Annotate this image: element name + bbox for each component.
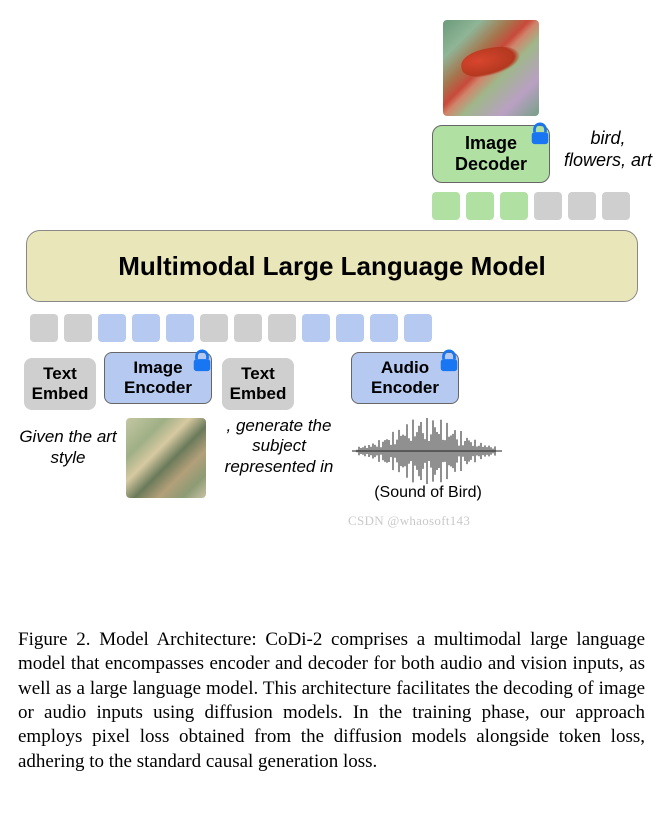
output-caption: bird, flowers, art xyxy=(558,128,658,171)
token xyxy=(268,314,296,342)
architecture-diagram: ImageDecoder bird, flowers, art Multimod… xyxy=(18,20,645,610)
llm-label: Multimodal Large Language Model xyxy=(118,251,546,282)
text-embed-box-2: TextEmbed xyxy=(222,358,294,410)
image-encoder-label: ImageEncoder xyxy=(124,358,192,397)
input-style-image xyxy=(126,418,206,498)
token xyxy=(302,314,330,342)
token xyxy=(30,314,58,342)
token xyxy=(336,314,364,342)
sound-label: (Sound of Bird) xyxy=(358,484,498,502)
prompt-text-2: , generate the subject represented in xyxy=(210,416,348,477)
watermark: CSDN @whaosoft143 xyxy=(348,513,470,529)
lock-icon xyxy=(438,349,460,373)
lock-icon xyxy=(191,349,213,373)
prompt-text-1: Given the art style xyxy=(16,426,120,469)
token xyxy=(234,314,262,342)
audio-waveform xyxy=(352,418,502,484)
image-decoder-label: ImageDecoder xyxy=(455,133,527,174)
token xyxy=(166,314,194,342)
image-encoder-box: ImageEncoder xyxy=(104,352,212,404)
output-tokens xyxy=(432,192,630,220)
token xyxy=(64,314,92,342)
token xyxy=(534,192,562,220)
token xyxy=(466,192,494,220)
token xyxy=(98,314,126,342)
text-embed-box-1: TextEmbed xyxy=(24,358,96,410)
token xyxy=(500,192,528,220)
audio-encoder-label: AudioEncoder xyxy=(371,358,439,397)
token xyxy=(602,192,630,220)
input-tokens xyxy=(30,314,432,342)
token xyxy=(432,192,460,220)
audio-encoder-box: AudioEncoder xyxy=(351,352,459,404)
token xyxy=(370,314,398,342)
text-embed-label: TextEmbed xyxy=(32,364,89,403)
figure-caption: Figure 2. Model Architecture: CoDi-2 com… xyxy=(18,628,645,774)
token xyxy=(132,314,160,342)
token xyxy=(200,314,228,342)
token xyxy=(404,314,432,342)
output-image xyxy=(443,20,539,116)
image-decoder-box: ImageDecoder xyxy=(432,125,550,183)
llm-box: Multimodal Large Language Model xyxy=(26,230,638,302)
lock-icon xyxy=(529,122,551,146)
token xyxy=(568,192,596,220)
text-embed-label: TextEmbed xyxy=(230,364,287,403)
